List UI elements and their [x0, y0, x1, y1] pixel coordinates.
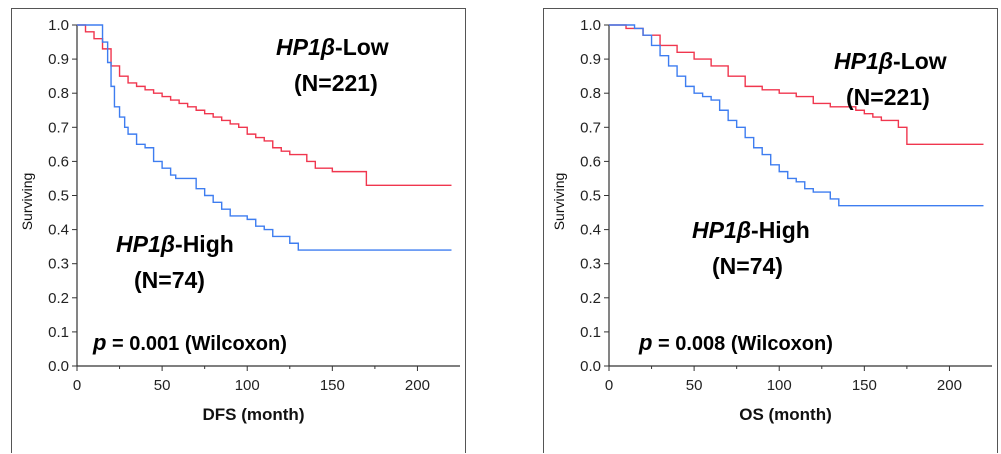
dfs-low-label: HP1β-Low: [276, 34, 389, 60]
dfs-y-tick-label: 0.7: [48, 119, 69, 136]
os-y-axis-title: Surviving: [551, 173, 567, 231]
os-y-tick-label: 0.6: [580, 153, 601, 170]
os-x-tick-label: 50: [686, 377, 703, 394]
dfs-low-n: (N=221): [294, 70, 378, 96]
os-low-label: HP1β-Low: [834, 48, 947, 74]
os-y-tick-label: 0.5: [580, 188, 601, 205]
dfs-p-value: p = 0.001 (Wilcoxon): [93, 330, 287, 355]
dfs-panel: 0.0 0.1 0.2 0.3 0.4 0.5 0.6 0.7 0.8 0.9 1.0 0 50 100 1…: [11, 8, 466, 453]
dfs-y-tick-label: 1.0: [48, 17, 69, 34]
dfs-series-low-line: [77, 24, 452, 186]
os-y-tick-label: 0.0: [580, 358, 601, 375]
os-x-axis-title: OS (month): [739, 405, 832, 424]
dfs-y-tick-label: 0.1: [48, 324, 69, 341]
dfs-y-tick-label: 0.0: [48, 358, 69, 375]
os-chart: 0.0 0.1 0.2 0.3 0.4 0.5 0.6 0.7 0.8 0.9 1.0 0 50 100 1…: [551, 17, 992, 424]
os-panel: 0.0 0.1 0.2 0.3 0.4 0.5 0.6 0.7 0.8 0.9 1.0 0 50 100 1…: [543, 8, 998, 453]
dfs-y-tick-label: 0.6: [48, 153, 69, 170]
dfs-y-tick-label: 0.3: [48, 256, 69, 273]
os-y-tick-label: 0.8: [580, 85, 601, 102]
dfs-y-tick-label: 0.4: [48, 222, 69, 239]
os-y-tick-label: 0.3: [580, 256, 601, 273]
os-y-tick-label: 0.1: [580, 324, 601, 341]
dfs-y-tick-label: 0.9: [48, 51, 69, 68]
os-x-tick-label: 150: [852, 377, 877, 394]
os-series-low-line: [609, 24, 984, 146]
dfs-y-axis-title: Surviving: [19, 173, 35, 231]
os-y-tick-label: 0.9: [580, 51, 601, 68]
dfs-x-axis-title: DFS (month): [203, 405, 305, 424]
dfs-x-tick-label: 200: [405, 377, 430, 394]
os-high-n: (N=74): [712, 253, 783, 279]
dfs-high-label: HP1β-High: [116, 231, 234, 257]
os-y-tick-label: 0.2: [580, 290, 601, 307]
os-high-label: HP1β-High: [692, 217, 810, 243]
dfs-high-n: (N=74): [134, 267, 205, 293]
os-p-value: p = 0.008 (Wilcoxon): [639, 330, 833, 355]
dfs-x-tick-label: 50: [154, 377, 171, 394]
os-y-tick-label: 0.7: [580, 119, 601, 136]
dfs-x-tick-label: 0: [73, 377, 81, 394]
os-y-tick-label: 1.0: [580, 17, 601, 34]
dfs-x-tick-label: 100: [235, 377, 260, 394]
os-low-n: (N=221): [846, 84, 930, 110]
os-y-tick-label: 0.4: [580, 222, 601, 239]
os-series-high-line: [609, 24, 984, 207]
os-x-tick-label: 100: [767, 377, 792, 394]
os-x-tick-label: 0: [605, 377, 613, 394]
dfs-x-tick-label: 150: [320, 377, 345, 394]
os-x-tick-label: 200: [937, 377, 962, 394]
dfs-y-tick-label: 0.5: [48, 188, 69, 205]
dfs-series-high-line: [77, 24, 452, 251]
dfs-chart: 0.0 0.1 0.2 0.3 0.4 0.5 0.6 0.7 0.8 0.9 1.0 0 50 100 1…: [19, 17, 460, 424]
dfs-y-tick-label: 0.2: [48, 290, 69, 307]
dfs-y-tick-label: 0.8: [48, 85, 69, 102]
